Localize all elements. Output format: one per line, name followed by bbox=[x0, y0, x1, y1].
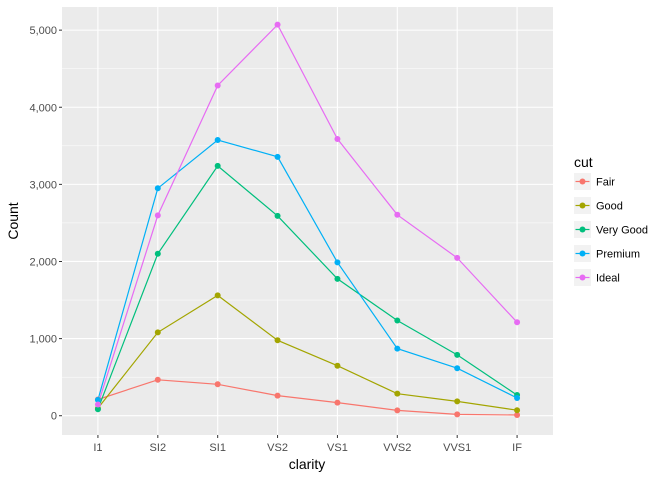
data-point-very-good bbox=[214, 162, 221, 169]
y-tick-label: 2,000 bbox=[29, 256, 57, 268]
data-point-fair bbox=[454, 411, 461, 418]
y-tick-label: 5,000 bbox=[29, 25, 57, 37]
data-point-premium bbox=[334, 259, 341, 266]
y-tick-label: 3,000 bbox=[29, 179, 57, 191]
data-point-fair bbox=[154, 376, 161, 383]
data-point-very-good bbox=[394, 317, 401, 324]
legend-item-ideal: Ideal bbox=[574, 269, 620, 286]
data-point-ideal bbox=[454, 254, 461, 261]
data-point-ideal bbox=[394, 211, 401, 218]
series-line-fair bbox=[97, 379, 518, 416]
x-axis-ticks: I1 SI2 SI1 VS2 VS1 VVS2 VVS1 IF bbox=[93, 435, 522, 454]
x-tick-label: VS2 bbox=[267, 442, 288, 454]
legend-item-good: Good bbox=[574, 197, 623, 214]
data-point-good bbox=[334, 362, 341, 369]
data-point-premium bbox=[154, 185, 161, 192]
data-point-fair bbox=[214, 381, 221, 388]
data-point-good bbox=[274, 337, 281, 344]
data-point-very-good bbox=[94, 406, 101, 413]
legend-label-premium: Premium bbox=[596, 249, 640, 261]
data-point-premium bbox=[454, 365, 461, 372]
y-tick-label: 1,000 bbox=[29, 334, 57, 346]
legend-title: cut bbox=[574, 154, 593, 170]
series-lines bbox=[97, 23, 518, 416]
y-axis-title: Count bbox=[5, 202, 21, 239]
data-point-premium bbox=[94, 396, 101, 403]
legend-key-point bbox=[579, 274, 586, 281]
series-line-premium bbox=[97, 139, 518, 401]
legend-key-point bbox=[579, 226, 586, 233]
data-point-ideal bbox=[94, 401, 101, 408]
data-point-good bbox=[394, 390, 401, 397]
data-point-premium bbox=[274, 153, 281, 160]
data-point-ideal bbox=[274, 21, 281, 28]
x-tick-label: IF bbox=[512, 442, 522, 454]
legend-item-premium: Premium bbox=[574, 245, 640, 262]
series-line-ideal bbox=[97, 23, 518, 405]
series-line-very-good bbox=[97, 165, 518, 410]
series-line-good bbox=[97, 294, 518, 411]
minor-gridlines bbox=[62, 68, 553, 378]
data-point-fair bbox=[394, 407, 401, 414]
x-tick-label: SI2 bbox=[150, 442, 167, 454]
data-point-very-good bbox=[154, 250, 161, 257]
data-point-premium bbox=[514, 394, 521, 401]
data-point-ideal bbox=[514, 319, 521, 326]
data-point-very-good bbox=[274, 212, 281, 219]
x-tick-label: I1 bbox=[93, 442, 102, 454]
legend-key-point bbox=[579, 178, 586, 185]
series-points bbox=[94, 21, 521, 419]
legend-label-fair: Fair bbox=[596, 177, 615, 189]
legend-item-very-good: Very Good bbox=[574, 221, 648, 238]
data-point-very-good bbox=[334, 275, 341, 282]
legend: cut Fair Good Very Good Premium Ideal bbox=[574, 154, 648, 286]
x-tick-label: SI1 bbox=[209, 442, 226, 454]
y-axis-ticks: 0 1,000 2,000 3,000 4,000 5,000 bbox=[29, 25, 62, 423]
x-tick-label: VS1 bbox=[327, 442, 348, 454]
x-tick-label: VVS1 bbox=[443, 442, 471, 454]
data-point-fair bbox=[274, 392, 281, 399]
data-point-good bbox=[154, 329, 161, 336]
x-tick-label: VVS2 bbox=[383, 442, 411, 454]
data-point-fair bbox=[334, 399, 341, 406]
x-axis-title: clarity bbox=[289, 456, 326, 472]
major-gridlines bbox=[62, 7, 553, 435]
legend-key-point bbox=[579, 202, 586, 209]
data-point-premium bbox=[394, 345, 401, 352]
data-point-ideal bbox=[334, 135, 341, 142]
data-point-ideal bbox=[214, 82, 221, 89]
data-point-premium bbox=[214, 137, 221, 144]
legend-label-ideal: Ideal bbox=[596, 273, 620, 285]
y-tick-label: 4,000 bbox=[29, 102, 57, 114]
data-point-good bbox=[214, 292, 221, 299]
plot-panel bbox=[62, 7, 553, 435]
legend-item-fair: Fair bbox=[574, 173, 615, 190]
legend-key-point bbox=[579, 250, 586, 257]
legend-label-good: Good bbox=[596, 201, 623, 213]
data-point-good bbox=[454, 398, 461, 405]
y-tick-label: 0 bbox=[51, 411, 57, 423]
data-point-ideal bbox=[154, 212, 161, 219]
data-point-fair bbox=[514, 412, 521, 419]
data-point-good bbox=[514, 407, 521, 414]
legend-label-very-good: Very Good bbox=[596, 225, 648, 237]
data-point-very-good bbox=[454, 351, 461, 358]
